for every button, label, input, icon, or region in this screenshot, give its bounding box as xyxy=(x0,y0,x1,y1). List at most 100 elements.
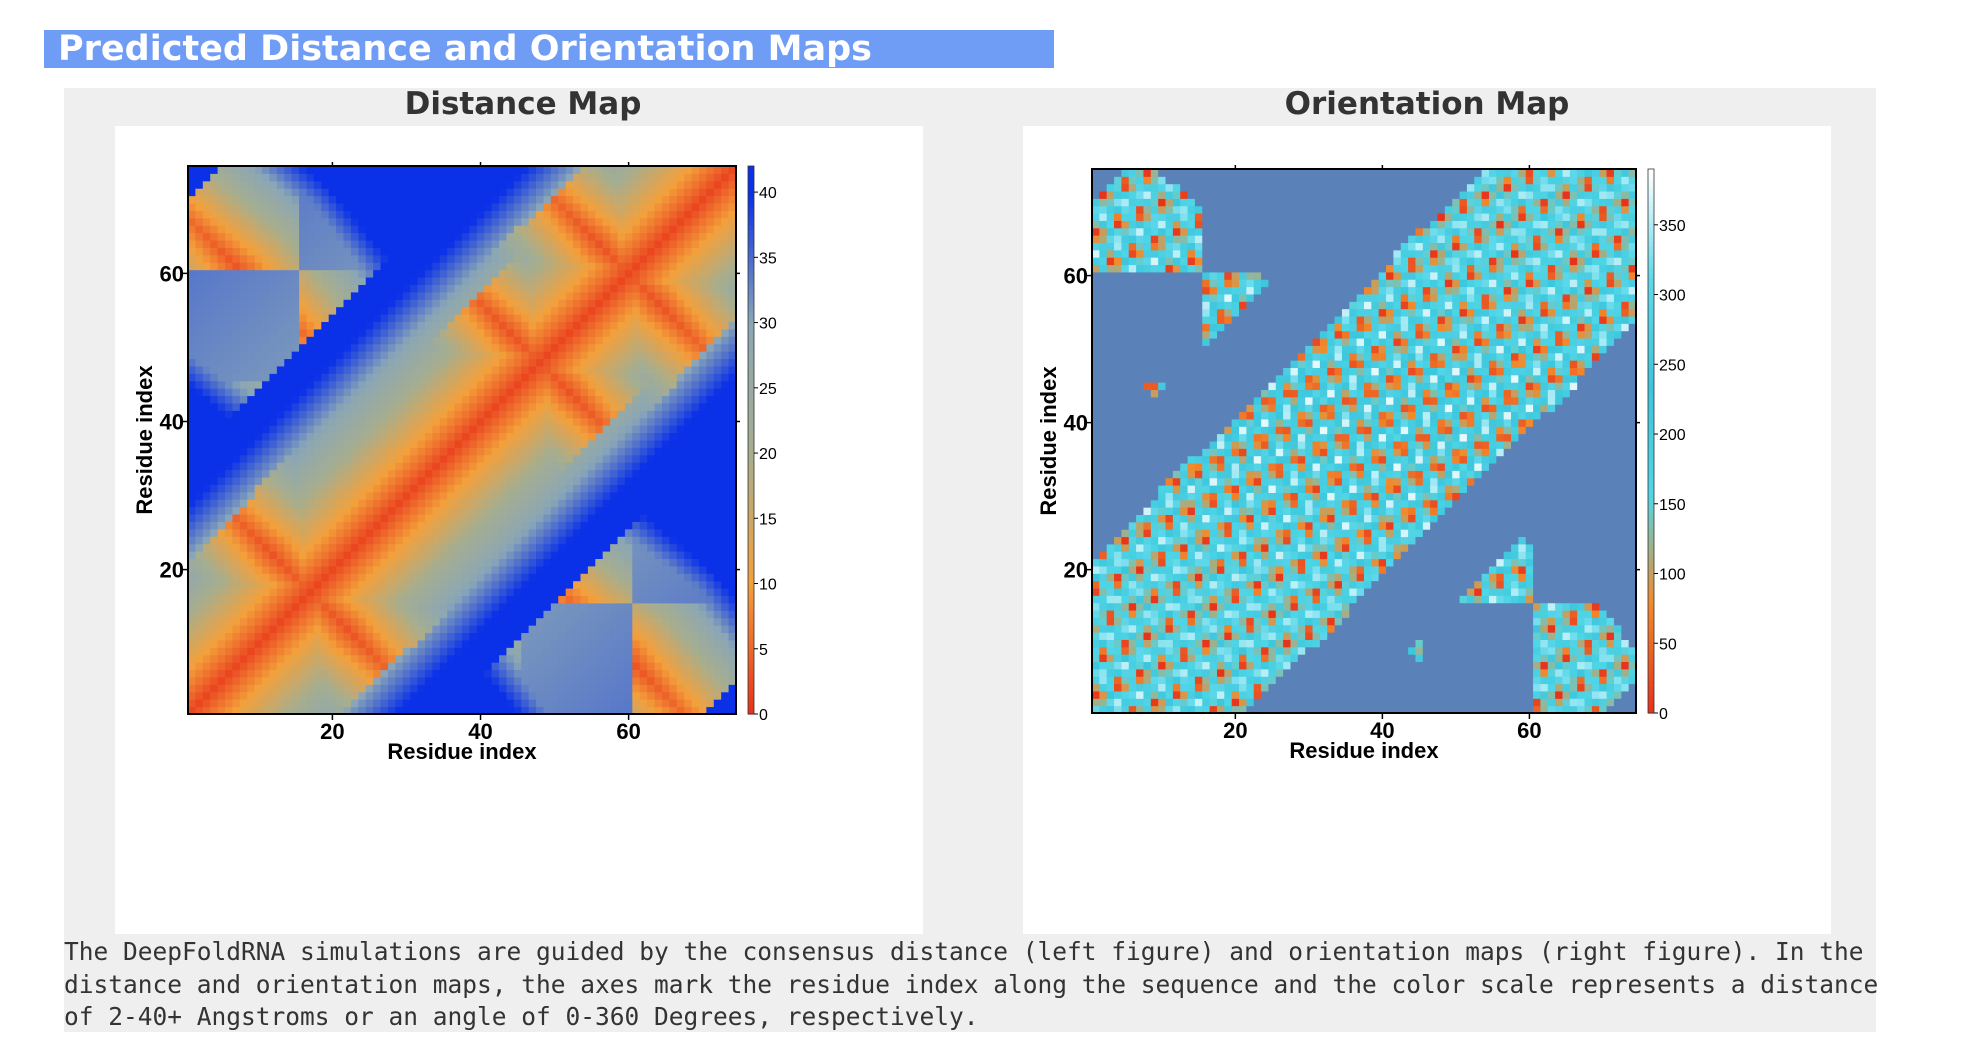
heatmap-cell xyxy=(439,254,448,263)
heatmap-cell xyxy=(395,462,404,471)
heatmap-cell xyxy=(269,528,278,537)
heatmap-cell xyxy=(217,551,226,559)
heatmap-cell xyxy=(469,328,478,337)
heatmap-cell xyxy=(239,669,248,678)
heatmap-cell xyxy=(225,388,233,397)
heatmap-cell xyxy=(402,699,411,708)
heatmap-cell xyxy=(195,484,204,493)
heatmap-cell xyxy=(632,691,641,700)
heatmap-cell xyxy=(239,639,248,648)
heatmap-cell xyxy=(617,617,626,626)
heatmap-cell xyxy=(269,447,278,456)
heatmap-cell xyxy=(217,380,226,389)
heatmap-cell xyxy=(476,284,485,293)
heatmap-cell xyxy=(491,254,500,263)
heatmap-cell xyxy=(558,299,567,308)
heatmap-cell xyxy=(676,639,685,648)
heatmap-cell xyxy=(232,447,241,456)
heatmap-cell xyxy=(350,395,359,404)
heatmap-cell xyxy=(350,203,359,211)
heatmap-cell xyxy=(439,462,448,471)
heatmap-cell xyxy=(336,306,345,315)
heatmap-cell xyxy=(602,410,611,419)
heatmap-cell xyxy=(336,654,345,663)
heatmap-cell xyxy=(521,551,530,559)
heatmap-cell xyxy=(469,380,478,389)
heatmap-cell xyxy=(343,195,352,204)
heatmap-cell xyxy=(373,232,382,241)
heatmap-cell xyxy=(669,514,678,522)
heatmap-cell xyxy=(417,447,426,456)
heatmap-cell xyxy=(543,662,552,671)
heatmap-cell xyxy=(499,521,507,530)
heatmap-cell xyxy=(365,447,374,456)
heatmap-cell xyxy=(210,521,219,530)
heatmap-cell xyxy=(358,528,367,537)
heatmap-cell xyxy=(299,299,307,308)
heatmap-cell xyxy=(343,454,352,463)
heatmap-cell xyxy=(439,573,448,582)
heatmap-cell xyxy=(365,225,374,234)
heatmap-cell xyxy=(247,440,256,448)
heatmap-cell xyxy=(684,684,693,693)
heatmap-cell xyxy=(521,499,530,508)
heatmap-cell xyxy=(328,506,337,515)
heatmap-cell xyxy=(328,351,337,360)
heatmap-cell xyxy=(447,180,456,189)
heatmap-cell xyxy=(528,232,537,241)
heatmap-cell xyxy=(610,558,619,567)
heatmap-cell xyxy=(410,321,419,330)
heatmap-cell xyxy=(380,595,389,604)
heatmap-cell xyxy=(328,573,337,582)
heatmap-cell xyxy=(447,328,456,337)
heatmap-cell xyxy=(676,247,685,256)
heatmap-cell xyxy=(343,203,352,211)
heatmap-cell xyxy=(262,410,270,419)
heatmap-cell xyxy=(632,499,641,508)
heatmap-cell xyxy=(262,491,270,500)
heatmap-cell xyxy=(647,647,656,656)
heatmap-cell xyxy=(513,632,522,641)
heatmap-cell xyxy=(195,699,204,708)
heatmap-cell xyxy=(395,654,404,663)
heatmap-cell xyxy=(587,632,596,641)
heatmap-cell xyxy=(513,195,522,204)
heatmap-cell xyxy=(602,639,611,648)
heatmap-cell xyxy=(499,247,507,256)
heatmap-cell xyxy=(610,314,619,323)
heatmap-cell xyxy=(632,558,641,567)
heatmap-cell xyxy=(306,691,315,700)
heatmap-cell xyxy=(336,262,345,271)
heatmap-cell xyxy=(424,210,433,219)
heatmap-cells xyxy=(188,166,737,715)
heatmap-cell xyxy=(210,173,219,182)
heatmap-cell xyxy=(632,358,641,367)
heatmap-cell xyxy=(380,558,389,567)
heatmap-cell xyxy=(462,454,470,463)
heatmap-cell xyxy=(454,595,463,604)
heatmap-cell xyxy=(306,477,315,485)
heatmap-cell xyxy=(239,580,248,589)
heatmap-cell xyxy=(373,321,382,330)
heatmap-cell xyxy=(676,617,685,626)
heatmap-cell xyxy=(595,373,604,382)
heatmap-cell xyxy=(291,469,300,478)
heatmap-cell xyxy=(573,306,581,315)
heatmap-cell xyxy=(580,573,589,582)
heatmap-cell xyxy=(550,343,559,352)
heatmap-cell xyxy=(313,580,322,589)
heatmap-cell xyxy=(499,676,507,685)
heatmap-cell xyxy=(247,188,256,197)
heatmap-cell xyxy=(254,195,263,204)
heatmap-cell xyxy=(417,528,426,537)
heatmap-cell xyxy=(439,240,448,248)
heatmap-cell xyxy=(521,565,530,574)
heatmap-cell xyxy=(580,595,589,604)
heatmap-cell xyxy=(343,328,352,337)
heatmap-cell xyxy=(647,395,656,404)
heatmap-cell xyxy=(654,232,663,241)
heatmap-cell xyxy=(410,180,419,189)
heatmap-cell xyxy=(373,706,382,715)
heatmap-cell xyxy=(543,558,552,567)
heatmap-cell xyxy=(610,691,619,700)
